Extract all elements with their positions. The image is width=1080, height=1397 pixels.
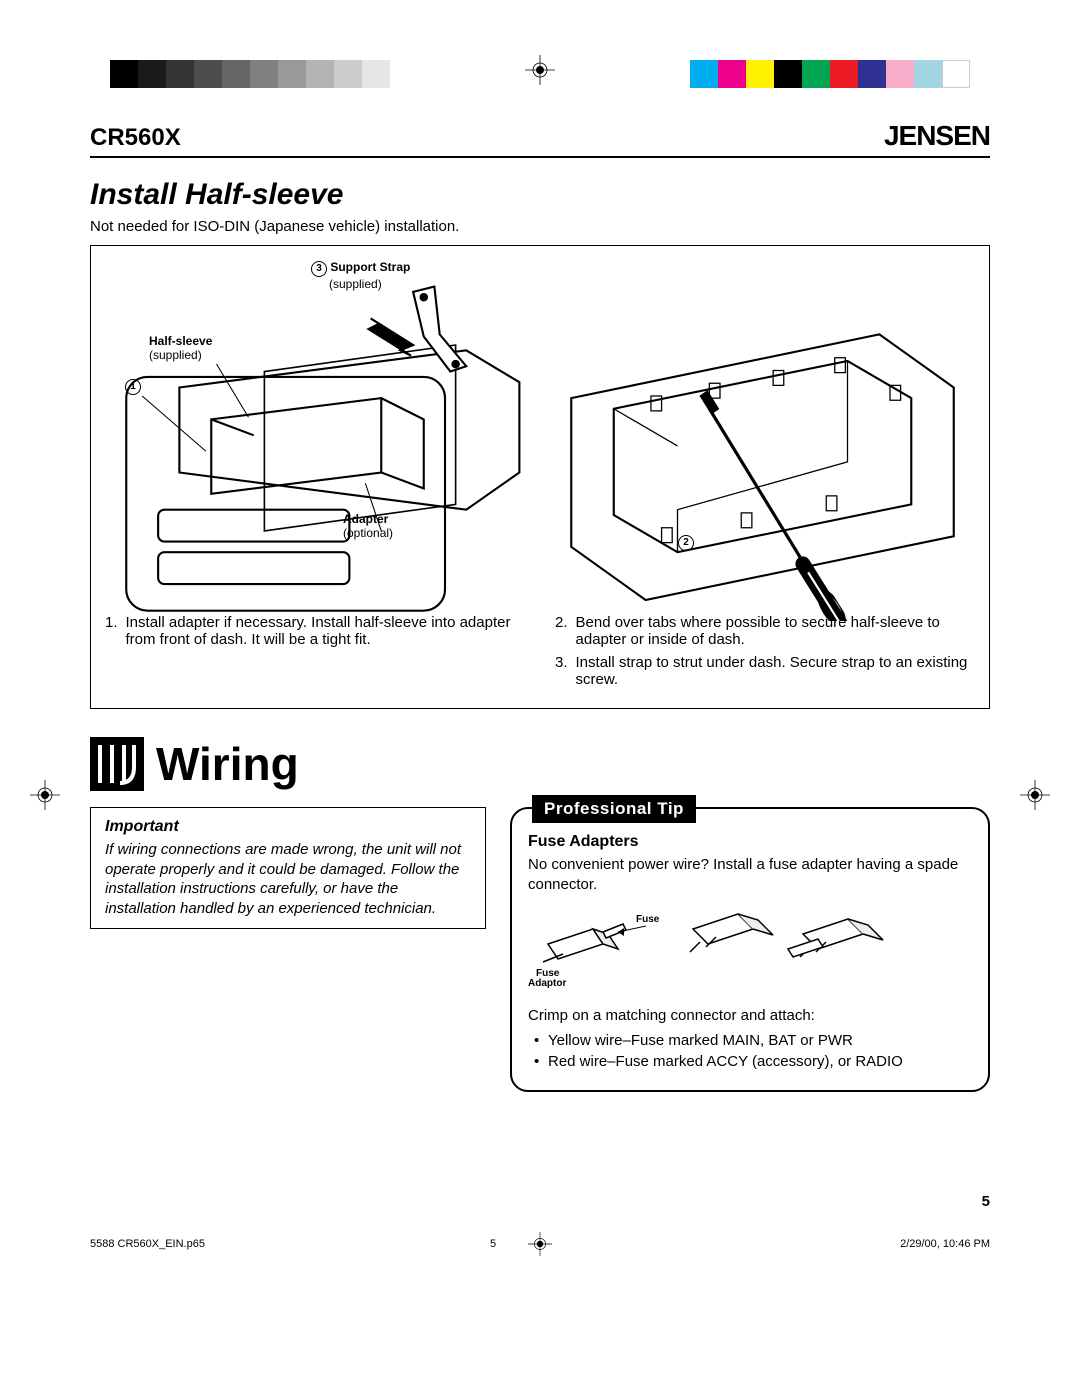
color-swatches [690, 60, 970, 88]
fuse-adapter-diagram-icon: Fuse Fuse Adaptor [528, 904, 908, 994]
registration-mark-bottom-icon [528, 1232, 552, 1256]
tip-badge: Professional Tip [532, 795, 696, 823]
step-3-text: Install strap to strut under dash. Secur… [576, 654, 975, 688]
gray-swatches [110, 60, 390, 88]
wiring-columns: Important If wiring connections are made… [90, 807, 990, 1092]
wiring-header: Wiring [90, 737, 990, 791]
callout-num-3: 3 [311, 261, 327, 277]
tip-bullet-1: Yellow wire–Fuse marked MAIN, BAT or PWR [534, 1032, 972, 1049]
adapter-label: Adapter [343, 512, 388, 526]
professional-tip-box: Professional Tip Fuse Adapters No conven… [510, 807, 990, 1092]
important-box: Important If wiring connections are made… [90, 807, 486, 929]
support-strap-label: Support Strap [330, 260, 410, 274]
page-header: CR560X JENSEN [90, 120, 990, 158]
important-body: If wiring connections are made wrong, th… [105, 840, 471, 918]
install-subtitle: Not needed for ISO-DIN (Japanese vehicle… [90, 218, 990, 235]
wiring-icon [90, 737, 144, 791]
callout-num-2: 2 [678, 535, 694, 551]
install-diagram-box: 3 Support Strap (supplied) Half-sleeve (… [90, 245, 990, 709]
tip-bullets: Yellow wire–Fuse marked MAIN, BAT or PWR… [534, 1032, 972, 1070]
wiring-title: Wiring [156, 737, 299, 791]
half-sleeve-sub: (supplied) [149, 348, 202, 362]
tip-subheading: Fuse Adapters [528, 833, 972, 851]
install-diagram-right-icon [550, 260, 975, 621]
install-steps: 1. Install adapter if necessary. Install… [105, 614, 975, 694]
support-strap-sub: (supplied) [329, 277, 382, 291]
fuse-label: Fuse [636, 914, 660, 925]
footer-file: 5588 CR560X_EIN.p65 [90, 1238, 490, 1250]
model-label: CR560X [90, 124, 181, 152]
registration-mark-left-icon [30, 780, 60, 810]
important-heading: Important [105, 818, 471, 836]
callout-num-1: 1 [125, 379, 141, 395]
brand-logo: JENSEN [884, 120, 990, 152]
page-content: CR560X JENSEN Install Half-sleeve Not ne… [90, 120, 990, 1270]
tip-intro: No convenient power wire? Install a fuse… [528, 855, 972, 896]
diagram-left: 3 Support Strap (supplied) Half-sleeve (… [105, 260, 530, 600]
footer-date: 2/29/00, 10:46 PM [590, 1238, 990, 1250]
registration-mark-right-icon [1020, 780, 1050, 810]
tip-crimp-text: Crimp on a matching connector and attach… [528, 1006, 972, 1026]
registration-mark-top-icon [525, 55, 555, 85]
step-3: 3. Install strap to strut under dash. Se… [555, 654, 975, 688]
install-diagram-left-icon [105, 260, 530, 621]
page-number: 5 [982, 1193, 990, 1210]
diagram-right: 2 [550, 260, 975, 600]
tip-bullet-2: Red wire–Fuse marked ACCY (accessory), o… [534, 1053, 972, 1070]
adapter-sub: (optional) [343, 526, 393, 540]
install-title: Install Half-sleeve [90, 178, 990, 212]
fuse-adaptor-label-2: Adaptor [528, 978, 566, 989]
half-sleeve-label: Half-sleeve [149, 334, 212, 348]
